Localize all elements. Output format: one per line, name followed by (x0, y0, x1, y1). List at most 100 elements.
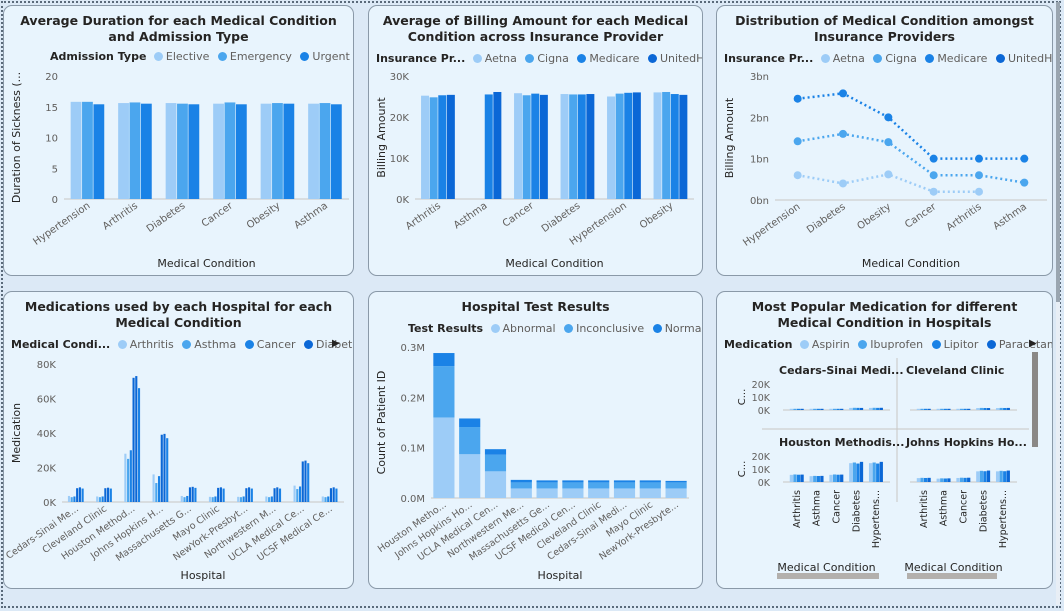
y-tick-label: 20K (752, 380, 771, 391)
data-point (929, 187, 938, 196)
bar (876, 463, 880, 482)
x-tick-label: Obesity (245, 200, 283, 231)
y-tick-label: 20K (37, 464, 57, 475)
legend-item-urgent[interactable]: Urgent (300, 50, 350, 63)
bar (76, 488, 79, 502)
bar (653, 92, 662, 199)
bar (813, 408, 817, 410)
legend-item-elective[interactable]: Elective (153, 50, 209, 63)
bar (999, 407, 1003, 410)
bar (429, 97, 438, 199)
y-axis-label: Count of Patient ID (375, 371, 388, 475)
bar (607, 96, 616, 199)
bar (273, 488, 276, 502)
duration-chart-svg: 0 5 10 15 20 Duration of Sickness (... Medical… (10, 72, 349, 270)
page-scrollbar-thumb[interactable] (1056, 2, 1060, 302)
bar (188, 487, 192, 502)
x-tick-label: Diabetes (805, 201, 848, 235)
legend-item-aetna[interactable]: Aetna (472, 52, 517, 65)
legend-item-lipitor[interactable]: Lipitor (931, 338, 978, 351)
page-scrollbar[interactable] (1056, 2, 1060, 605)
legend-item-aspirin[interactable]: Aspirin (799, 338, 850, 351)
chart-title: Most Popular Medication for different Me… (751, 299, 1018, 330)
legend-item-paracetamol[interactable]: Paracetam... (986, 338, 1052, 351)
bar (927, 477, 931, 482)
panel-test-results[interactable]: Hospital Test Results Test Results Abnor… (368, 291, 703, 589)
legend-item-abnormal[interactable]: Abnormal (490, 322, 556, 335)
data-point (839, 129, 847, 138)
panel-popular-medication[interactable]: Most Popular Medication for different Me… (716, 291, 1053, 589)
legend-item-diabetes[interactable]: Diabetes (304, 338, 353, 351)
legend-item-unitedhealthcare[interactable]: UnitedHealthCa... (647, 52, 702, 65)
legend-item-asthma[interactable]: Asthma (182, 338, 236, 351)
legend-next-arrow-icon[interactable]: ▶ (332, 338, 340, 349)
bar (840, 474, 844, 482)
legend-item-cigna[interactable]: Cigna (873, 52, 917, 65)
bar (789, 408, 794, 410)
bar (813, 475, 817, 482)
bar (514, 93, 523, 199)
bar (109, 488, 112, 502)
bar (979, 407, 983, 410)
legend-item-ibuprofen[interactable]: Ibuprofen (858, 338, 923, 351)
legend-item-cigna[interactable]: Cigna (525, 52, 569, 65)
y-tick-label: 0.0M (400, 494, 425, 505)
bar (796, 408, 801, 410)
bar-segment (588, 482, 610, 489)
legend-next-arrow-icon[interactable]: ▶ (1029, 338, 1037, 349)
bar (832, 408, 837, 410)
bar (927, 408, 931, 410)
panel-billing-avg[interactable]: Average of Billing Amount for each Medic… (368, 5, 703, 276)
distribution-chart-svg: 0bn 1bn 2bn 3bn Billing Amount Medical Condit… (723, 72, 1047, 270)
bar (157, 476, 161, 502)
series-line (797, 173, 979, 193)
legend-item-arthritis[interactable]: Arthritis (117, 338, 174, 351)
bar (959, 408, 964, 410)
x-tick-label: Arthritis (792, 490, 803, 528)
legend-item-aetna[interactable]: Aetna (820, 52, 865, 65)
legend-item-medicare[interactable]: Medicare (925, 52, 987, 65)
legend-item-emergency[interactable]: Emergency (217, 50, 292, 63)
bar (872, 462, 876, 482)
panel-duration[interactable]: Average Duration for each Medical Condit… (3, 5, 354, 276)
legend: Medication Aspirin Ibuprofen Lipitor Par… (724, 338, 1052, 351)
legend-item-medicare[interactable]: Medicare (577, 52, 639, 65)
bar (155, 483, 158, 502)
bar (879, 407, 883, 410)
bar (330, 104, 342, 199)
panel-medications-hospital[interactable]: Medications used by each Hospital for ea… (3, 291, 354, 589)
bar-segment (665, 480, 687, 483)
bar (245, 488, 248, 502)
bar (129, 102, 141, 199)
bar (166, 438, 169, 502)
legend-item-inconclusive[interactable]: Inconclusive (564, 322, 644, 335)
bar (278, 488, 282, 502)
bar (963, 408, 967, 410)
y-tick-label: 30K (390, 72, 410, 83)
bar (82, 101, 93, 199)
legend-item-cancer[interactable]: Cancer (244, 338, 296, 351)
legend-item-normal[interactable]: Normal (652, 322, 702, 335)
legend-item-unitedhealthcare[interactable]: UnitedHealthC... (995, 52, 1052, 65)
panel-distribution[interactable]: Distribution of Medical Condition amongs… (716, 5, 1053, 276)
x-axis-label: Medical Condition (904, 561, 1002, 574)
bar (920, 408, 924, 410)
legend-title: Insurance Pr... (376, 52, 466, 65)
bar-segment (536, 480, 558, 483)
bar (859, 407, 864, 410)
legend-title: Medication (724, 338, 793, 351)
y-tick-label: 80K (37, 360, 57, 371)
y-tick-label: 15 (45, 103, 58, 114)
bar-segment (433, 417, 455, 498)
bar-segment (459, 454, 481, 498)
bar (421, 95, 430, 199)
bar (242, 496, 245, 502)
bar (239, 497, 242, 502)
bar (135, 376, 138, 502)
bar (191, 486, 194, 502)
x-axis-label: Medical Condition (505, 257, 603, 270)
data-point (793, 171, 802, 180)
bar (493, 91, 502, 199)
bar (298, 486, 302, 502)
y-tick-label: 40K (37, 429, 57, 440)
